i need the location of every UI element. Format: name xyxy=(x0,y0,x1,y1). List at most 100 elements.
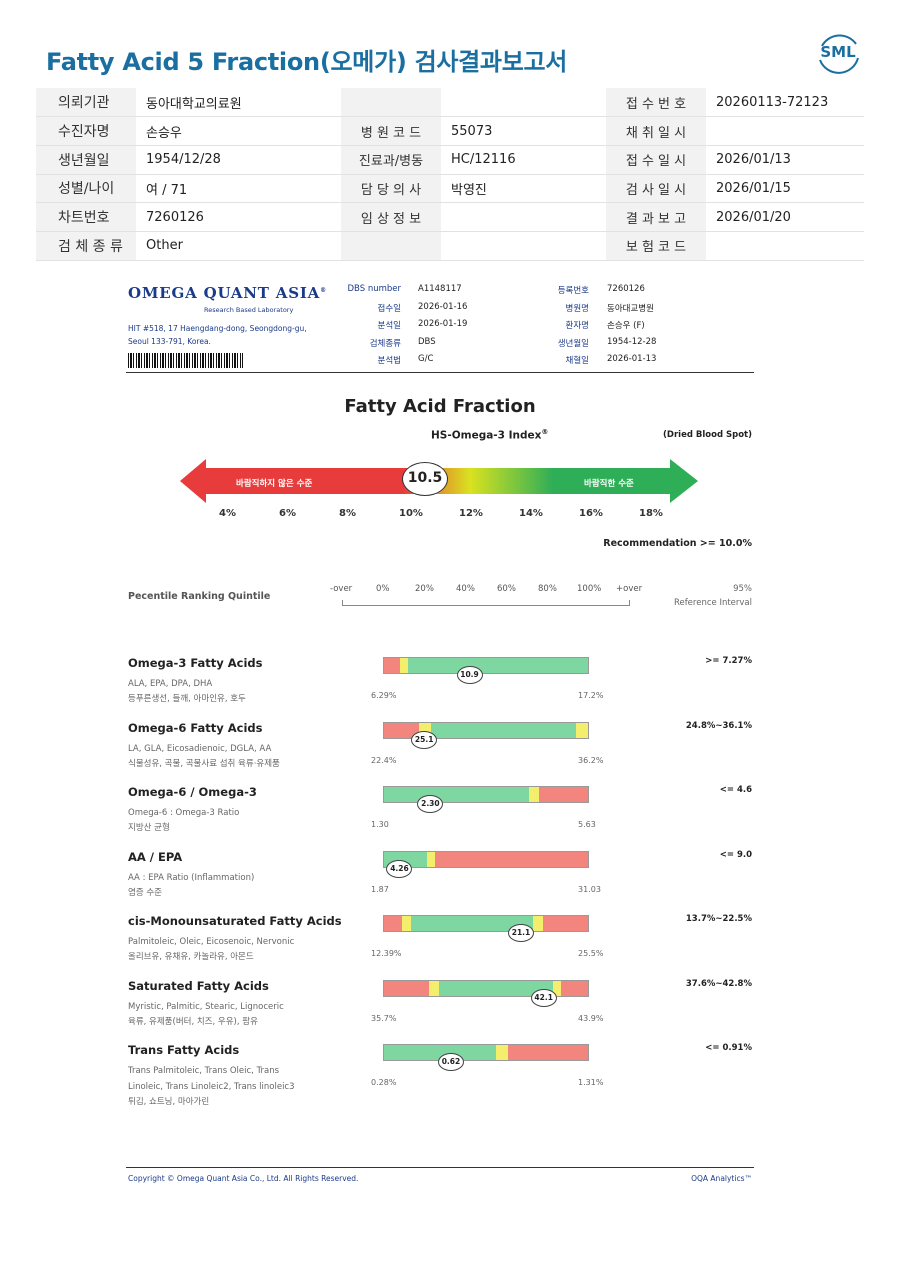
row-low: 35.7% xyxy=(371,1013,397,1023)
report-title: Fatty Acid 5 Fraction(오메가) 검사결과보고서 xyxy=(46,48,568,76)
info-label xyxy=(341,88,441,118)
meta-key: DBS number xyxy=(347,284,402,294)
scale-label: 80% xyxy=(538,584,557,594)
info-label xyxy=(341,231,441,261)
row-reference: <= 0.91% xyxy=(705,1043,752,1053)
info-row: 수진자명 손승우 병 원 코 드 55073 채 취 일 시 xyxy=(36,116,864,146)
index-label: HS-Omega-3 Index® xyxy=(431,428,549,442)
lab-subtitle: Research Based Laboratory xyxy=(204,306,294,314)
row-low: 1.87 xyxy=(371,884,389,894)
row-low: 22.4% xyxy=(371,755,397,765)
scale-label: 20% xyxy=(415,584,434,594)
bar-segment-r xyxy=(384,980,429,996)
meta-key: 접수일 xyxy=(377,303,401,314)
bar-segment-r xyxy=(384,916,403,931)
footer-divider xyxy=(126,1167,754,1168)
fatty-acid-row: Omega-3 Fatty Acids ALA, EPA, DPA, DHA 등푸른… xyxy=(126,656,754,736)
row-components: Myristic, Palmitic, Stearic, Lignoceric xyxy=(128,1001,284,1012)
fatty-acid-row: AA / EPA AA : EPA Ratio (Inflammation) 염증 … xyxy=(126,850,754,930)
percentile-axis xyxy=(342,600,630,606)
info-value: 2026/01/13 xyxy=(706,145,864,175)
bar-segment-g xyxy=(408,658,588,673)
lab-brand: OMEGA QUANT ASIA® xyxy=(128,284,327,302)
row-name: AA / EPA xyxy=(128,849,183,864)
meta-value: 2026-01-13 xyxy=(607,354,657,364)
index-tick-label: 12% xyxy=(459,508,483,519)
bad-level-label: 바람직하지 않은 수준 xyxy=(236,479,313,489)
info-value xyxy=(441,88,606,118)
sml-logo-icon: SML xyxy=(819,34,859,74)
bar-segment-y xyxy=(496,1045,509,1060)
header-divider xyxy=(126,372,754,373)
row-range-bar xyxy=(383,915,589,932)
row-reference: 13.7%~22.5% xyxy=(685,914,752,924)
bar-segment-g xyxy=(384,787,529,802)
bar-segment-y xyxy=(426,851,435,867)
bar-segment-y xyxy=(532,916,544,931)
percentile-label: Pecentile Ranking Quintile xyxy=(128,591,271,602)
meta-key: 분석일 xyxy=(377,321,401,331)
bar-segment-y xyxy=(575,722,588,738)
row-value-marker: 25.1 xyxy=(411,730,438,749)
bar-segment-y xyxy=(400,658,409,673)
meta-key: 채혈일 xyxy=(565,356,589,366)
meta-key: 등록번호 xyxy=(557,286,589,296)
info-label: 접 수 번 호 xyxy=(606,88,706,118)
meta-value: DBS xyxy=(418,336,436,347)
info-label: 결 과 보 고 xyxy=(606,202,706,232)
row-range-bar xyxy=(383,721,589,739)
scale-label: 0% xyxy=(376,584,390,594)
bar-segment-g xyxy=(430,722,576,738)
meta-key: 생년월일 xyxy=(557,338,589,349)
info-value: 1954/12/28 xyxy=(136,145,341,175)
bar-segment-r xyxy=(561,980,588,996)
ref-title-1: 95% xyxy=(733,584,752,594)
fatty-acid-row: Omega-6 Fatty Acids LA, GLA, Eicosadienoi… xyxy=(126,721,754,801)
row-name: Omega-6 / Omega-3 xyxy=(128,785,257,799)
row-reference: 37.6%~42.8% xyxy=(685,978,752,989)
meta-key: 분석법 xyxy=(377,356,401,366)
info-label: 채 취 일 시 xyxy=(606,116,706,146)
row-low: 1.30 xyxy=(371,820,389,829)
row-components: ALA, EPA, DPA, DHA xyxy=(128,679,213,689)
row-value-marker: 21.1 xyxy=(508,924,535,942)
recommendation: Recommendation >= 10.0% xyxy=(603,538,752,549)
meta-key: 병원명 xyxy=(565,303,589,314)
bar-segment-y xyxy=(553,980,562,996)
info-label: 생년월일 xyxy=(36,145,136,175)
row-reference: >= 7.27% xyxy=(705,656,752,666)
scale-label: -over xyxy=(330,584,353,594)
bar-segment-g xyxy=(410,916,533,931)
row-value-marker: 0.62 xyxy=(437,1053,464,1071)
info-label: 성별/나이 xyxy=(36,174,136,204)
index-tick-label: 14% xyxy=(519,508,543,519)
row-high: 43.9% xyxy=(578,1013,604,1023)
info-row: 생년월일 1954/12/28 진료과/병동 HC/12116 접 수 일 시 2026/… xyxy=(36,145,864,175)
bar-segment-r xyxy=(384,722,419,738)
info-value: 20260113-72123 xyxy=(706,88,864,118)
info-value: 동아대학교의료원 xyxy=(136,88,341,118)
meta-key: 환자명 xyxy=(565,321,589,331)
fatty-acid-row: cis-Monounsaturated Fatty Acids Palmitole… xyxy=(126,914,754,994)
meta-value: 2026-01-19 xyxy=(418,319,468,329)
row-high: 1.31% xyxy=(578,1078,604,1087)
row-foods: 지방산 균형 xyxy=(128,823,170,833)
bar-segment-r xyxy=(384,658,401,673)
row-value-marker: 4.26 xyxy=(386,859,413,878)
bar-segment-r xyxy=(543,916,588,931)
info-row: 검 체 종 류 Other 보 험 코 드 xyxy=(36,231,864,261)
row-reference: <= 4.6 xyxy=(719,785,752,795)
info-value xyxy=(706,231,864,261)
index-tick-label: 16% xyxy=(579,508,603,519)
bar-segment-y xyxy=(428,980,440,996)
info-label: 수진자명 xyxy=(36,116,136,146)
specimen-label: (Dried Blood Spot) xyxy=(663,430,752,440)
info-row: 성별/나이 여 / 71 담 당 의 사 박영진 검 사 일 시 2026/01/15 xyxy=(36,174,864,204)
info-label: 담 당 의 사 xyxy=(341,174,441,204)
scale-label: 60% xyxy=(497,584,516,594)
row-name: Trans Fatty Acids xyxy=(128,1043,240,1057)
scale-label: 40% xyxy=(456,584,475,594)
scale-label: 100% xyxy=(577,584,602,594)
info-label: 의뢰기관 xyxy=(36,88,136,118)
meta-value: A1148117 xyxy=(418,284,462,294)
